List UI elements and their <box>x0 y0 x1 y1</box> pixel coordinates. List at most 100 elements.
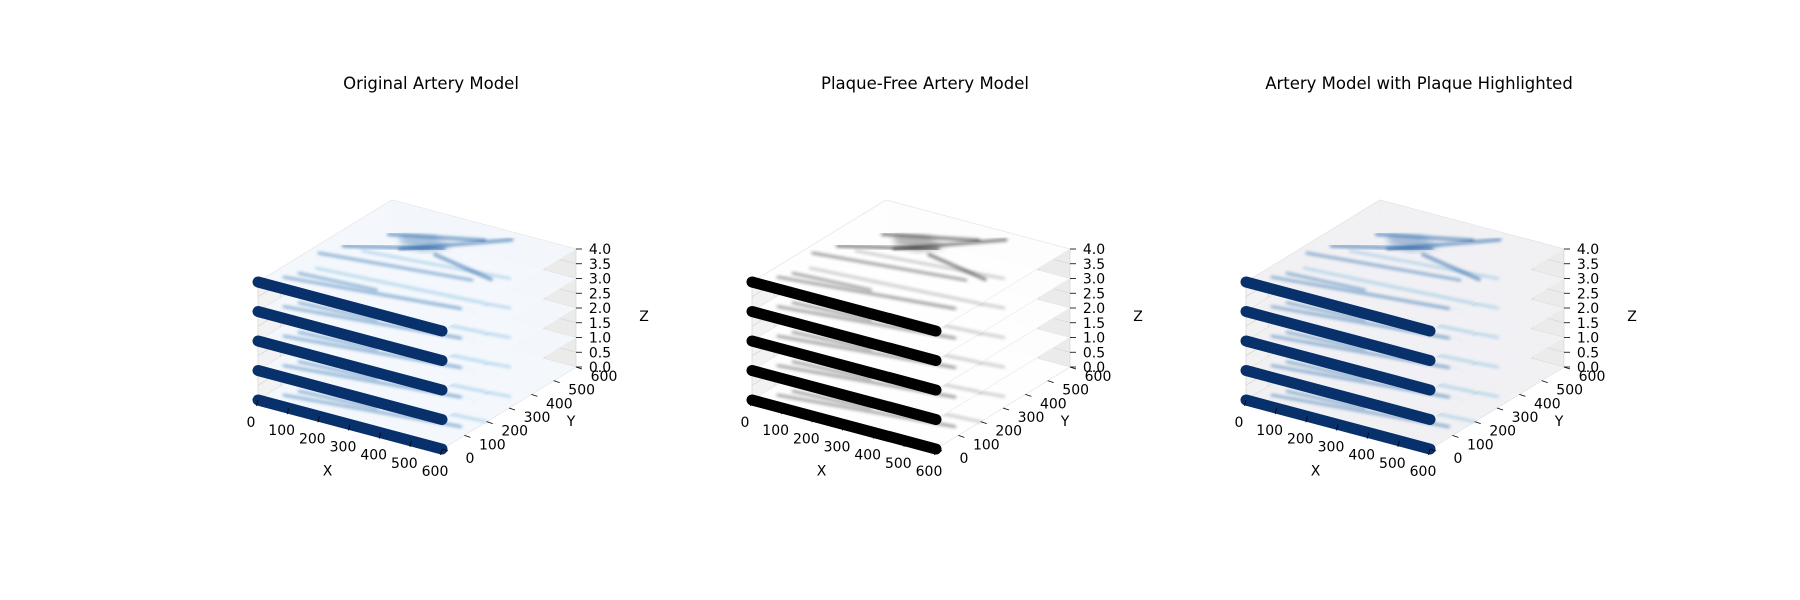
vessel-branch <box>398 238 514 251</box>
x-axis-label: X <box>1311 464 1321 480</box>
y-tick <box>464 434 471 438</box>
y-tick <box>1002 407 1010 411</box>
centerline-scatter <box>252 335 448 396</box>
x-tick <box>842 424 845 431</box>
vessel-streak <box>808 266 982 305</box>
x-tick-label: 0 <box>741 415 750 431</box>
centerline-scatter <box>746 335 942 396</box>
subplot-artery-model-plaque-highlighted: Artery Model with Plaque Highlighted 010… <box>1235 74 1637 480</box>
vessel-branch <box>1329 244 1434 251</box>
z-tick-label: 1.5 <box>589 316 611 332</box>
vessel-streak <box>297 272 378 292</box>
x-tick-label: 100 <box>1256 423 1283 439</box>
y-tick <box>1496 407 1504 411</box>
vessel-streak <box>791 390 872 410</box>
z-tick-label: 2.5 <box>1083 286 1105 302</box>
y-tick-label: 300 <box>524 410 551 426</box>
vessel-streak <box>314 266 488 305</box>
image-slice-z4 <box>252 200 576 337</box>
x-tick-label: 500 <box>885 456 912 472</box>
vessel-branch <box>387 232 487 242</box>
vessel-streak <box>791 272 872 292</box>
x-tick-label: 0 <box>1235 415 1244 431</box>
x-tick <box>872 432 876 439</box>
z-axis-label: Z <box>639 309 649 325</box>
y-axis-label: Y <box>1554 414 1564 430</box>
image-slice-z4 <box>1240 200 1564 337</box>
vessel-streak <box>1285 360 1366 380</box>
x-tick <box>378 432 382 439</box>
y-axis-label: Y <box>1060 414 1070 430</box>
y-tick-label: 500 <box>568 383 595 399</box>
x-tick-label: 600 <box>422 464 449 480</box>
vessel-branch <box>1386 238 1502 251</box>
y-tick-label: 400 <box>546 396 573 412</box>
x-tick <box>1305 416 1308 423</box>
vessel-branch <box>927 253 987 281</box>
z-tick-label: 4.0 <box>589 242 611 258</box>
y-tick <box>1541 380 1548 384</box>
image-slice-z4 <box>746 199 1072 337</box>
x-axis-label: X <box>817 464 827 480</box>
y-tick-label: 200 <box>995 424 1022 440</box>
x-tick <box>409 440 412 447</box>
vessel-streak <box>1285 301 1366 321</box>
centerline-scatter <box>252 365 448 426</box>
z-tick-label: 1.0 <box>1083 331 1105 347</box>
z-tick-label: 2.5 <box>1577 286 1599 302</box>
y-tick-label: 600 <box>1085 369 1112 385</box>
vessel-streak <box>791 360 872 380</box>
z-tick-label: 3.5 <box>1083 257 1105 273</box>
y-tick-label: 400 <box>1040 396 1067 412</box>
vessel-streak <box>791 301 872 321</box>
x-tick <box>903 440 906 447</box>
x-tick <box>934 448 937 456</box>
y-tick-label: 500 <box>1062 383 1089 399</box>
z-tick-label: 2.5 <box>589 286 611 302</box>
vessel-streak <box>811 251 968 282</box>
vessel-branch <box>1375 232 1475 242</box>
subplot-plaque-free-artery-model: Plaque-Free Artery Model 010020030040050… <box>741 74 1143 480</box>
vessel-branch <box>892 238 1008 251</box>
z-axis-label: Z <box>1133 309 1143 325</box>
x-tick-label: 200 <box>793 431 820 447</box>
vessel-branch <box>835 244 940 251</box>
z-tick-label: 3.5 <box>1577 257 1599 273</box>
x-tick-label: 200 <box>1287 431 1314 447</box>
y-tick-label: 100 <box>479 437 506 453</box>
z-tick-label: 0.0 <box>1083 360 1105 376</box>
x-tick-label: 500 <box>391 456 418 472</box>
vessel-streak <box>1348 249 1500 280</box>
y-tick-label: 100 <box>1467 437 1494 453</box>
x-tick <box>1274 408 1278 415</box>
y-tick-label: 500 <box>1556 383 1583 399</box>
y-tick <box>1047 380 1054 384</box>
x-tick <box>1366 432 1370 439</box>
z-tick-label: 0.5 <box>589 345 611 361</box>
x-tick-label: 0 <box>247 415 256 431</box>
subplot-original-artery-model: Original Artery Model 010020030040050060… <box>247 74 649 480</box>
x-tick-label: 600 <box>916 464 943 480</box>
z-tick-label: 0.0 <box>589 360 611 376</box>
centerline-scatter <box>746 306 942 367</box>
x-tick <box>348 424 351 431</box>
y-tick-label: 100 <box>973 437 1000 453</box>
y-tick-label: 0 <box>960 451 969 467</box>
z-tick-label: 0.5 <box>1083 345 1105 361</box>
y-tick-label: 600 <box>591 369 618 385</box>
y-axis-label: Y <box>566 414 576 430</box>
z-tick-label: 4.0 <box>1083 242 1105 258</box>
x-tick <box>811 416 814 423</box>
y-tick <box>1025 393 1032 397</box>
z-tick-label: 3.0 <box>589 272 611 288</box>
y-tick <box>1519 393 1526 397</box>
z-tick-label: 3.0 <box>1083 272 1105 288</box>
centerline-scatter <box>252 306 448 367</box>
x-tick-label: 500 <box>1379 456 1406 472</box>
vessel-streak <box>297 360 378 380</box>
vessel-streak <box>297 390 378 410</box>
y-tick-label: 200 <box>1489 424 1516 440</box>
z-tick-label: 4.0 <box>1577 242 1599 258</box>
z-tick-label: 1.0 <box>589 331 611 347</box>
